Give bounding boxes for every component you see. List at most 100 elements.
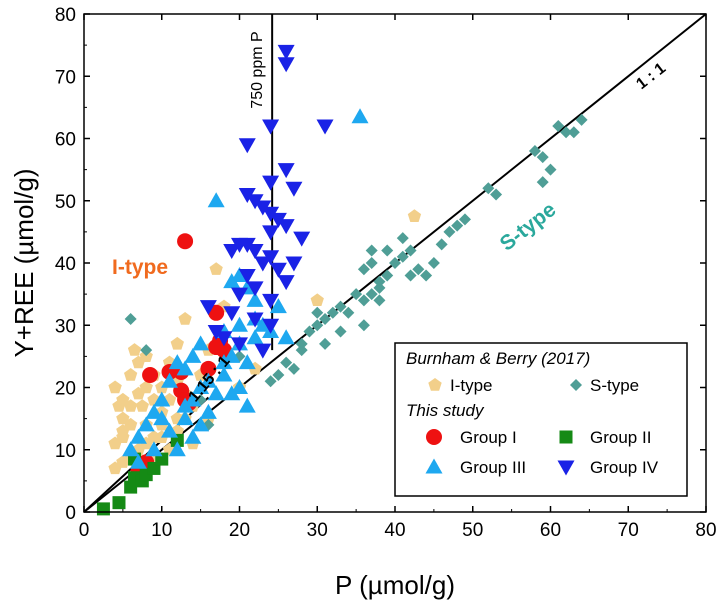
group3-point bbox=[176, 397, 194, 413]
x-axis-title: P (µmol/g) bbox=[335, 570, 455, 600]
group4-point bbox=[285, 256, 303, 272]
x-tick-label: 0 bbox=[79, 520, 90, 541]
group3-point bbox=[246, 291, 264, 307]
stype-point bbox=[357, 263, 370, 276]
stype-point bbox=[334, 325, 347, 338]
legend-itype-marker bbox=[428, 378, 442, 391]
stype-point bbox=[381, 269, 394, 282]
y-axis-title: Y+REE (µmol/g) bbox=[9, 168, 39, 357]
stype-point bbox=[357, 319, 370, 332]
stype-point bbox=[420, 269, 433, 282]
group3-point bbox=[199, 372, 217, 388]
group3-point bbox=[231, 379, 248, 394]
stype-point bbox=[264, 375, 277, 388]
itype-label: I-type bbox=[112, 256, 168, 279]
group3-point bbox=[254, 316, 272, 332]
group4-point bbox=[277, 219, 295, 235]
group4-point bbox=[231, 287, 248, 303]
group3-point bbox=[351, 108, 369, 124]
group3-point bbox=[277, 329, 295, 345]
group1-point bbox=[208, 339, 225, 356]
itype-point bbox=[124, 399, 138, 412]
legend-head-this-study: This study bbox=[406, 401, 485, 420]
y-tick-label: 10 bbox=[55, 441, 76, 462]
ppm-line-label: 750 ppm P bbox=[249, 31, 266, 108]
group4-point bbox=[223, 244, 241, 260]
y-tick-label: 30 bbox=[55, 316, 76, 337]
x-tick-label: 60 bbox=[540, 520, 561, 541]
stype-point bbox=[295, 337, 308, 350]
legend-group1-symbol bbox=[426, 429, 442, 445]
group1-point bbox=[142, 367, 159, 384]
group3-point bbox=[184, 428, 202, 444]
stype-point bbox=[427, 257, 440, 269]
itype-point bbox=[116, 392, 130, 406]
group4-point bbox=[254, 256, 272, 272]
itype-point bbox=[108, 461, 122, 475]
stype-point bbox=[295, 344, 308, 357]
group3-point bbox=[129, 428, 147, 444]
x-tick-label: 30 bbox=[307, 520, 328, 541]
stype-point bbox=[334, 300, 347, 313]
legend-group4-symbol bbox=[557, 460, 575, 476]
group3-point bbox=[153, 391, 171, 407]
group3-point bbox=[192, 335, 210, 351]
group3-point bbox=[231, 316, 248, 332]
y-tick-label: 60 bbox=[55, 130, 76, 151]
group3-point bbox=[129, 453, 147, 469]
stype-point bbox=[560, 126, 573, 139]
stype-point bbox=[396, 250, 409, 263]
stype-point bbox=[567, 126, 580, 139]
y-tick-label: 80 bbox=[55, 5, 76, 26]
itype-point bbox=[147, 430, 161, 443]
itype-point bbox=[170, 336, 184, 350]
legend-group2-symbol bbox=[559, 430, 573, 444]
group3-point bbox=[215, 366, 233, 382]
group3-point bbox=[207, 192, 225, 208]
stype-point bbox=[365, 244, 378, 257]
legend-group1-label: Group I bbox=[460, 428, 517, 447]
x-tick-label: 70 bbox=[618, 520, 639, 541]
group1-point bbox=[177, 233, 194, 250]
group3-point bbox=[192, 416, 210, 432]
group4-point bbox=[254, 343, 272, 359]
stype-point bbox=[373, 281, 386, 294]
group3-point bbox=[238, 397, 256, 413]
group4-point bbox=[238, 138, 256, 154]
group3-point bbox=[269, 298, 287, 314]
group4-point bbox=[285, 181, 303, 197]
stype-point bbox=[536, 176, 549, 189]
legend-group3-label: Group III bbox=[460, 458, 526, 477]
itype-point bbox=[310, 293, 324, 306]
series-group3 bbox=[122, 108, 369, 469]
plot-area: 0 10 20 30 40 50 60 70 80 0 10 20 30 40 50 60 70 80 bbox=[55, 5, 717, 541]
stype-point bbox=[412, 263, 425, 276]
legend-group2-marker bbox=[559, 430, 573, 444]
group4-point bbox=[231, 337, 248, 353]
group4-point bbox=[262, 293, 280, 309]
itype-point bbox=[139, 380, 153, 394]
x-tick-label: 40 bbox=[384, 520, 405, 541]
stype-point bbox=[490, 188, 503, 201]
stype-point bbox=[311, 319, 324, 332]
legend-group3-symbol bbox=[425, 458, 443, 474]
group3-point bbox=[137, 416, 155, 432]
group3-point bbox=[161, 422, 179, 438]
legend-head-reference: Burnham & Berry (2017) bbox=[406, 349, 590, 368]
group4-point bbox=[215, 331, 233, 347]
group4-point bbox=[262, 318, 280, 334]
group4-point bbox=[277, 57, 295, 73]
group1-point bbox=[208, 304, 225, 321]
stype-point bbox=[536, 151, 549, 164]
group4-point bbox=[277, 163, 295, 179]
x-tick-label: 80 bbox=[695, 520, 716, 541]
group3-point bbox=[184, 391, 202, 407]
legend-itype-symbol bbox=[428, 378, 442, 391]
group3-point bbox=[199, 403, 217, 419]
group4-point bbox=[199, 300, 217, 316]
legend-box bbox=[394, 342, 688, 497]
stype-point bbox=[451, 219, 464, 232]
group3-point bbox=[246, 329, 264, 345]
stype-point bbox=[552, 120, 565, 133]
